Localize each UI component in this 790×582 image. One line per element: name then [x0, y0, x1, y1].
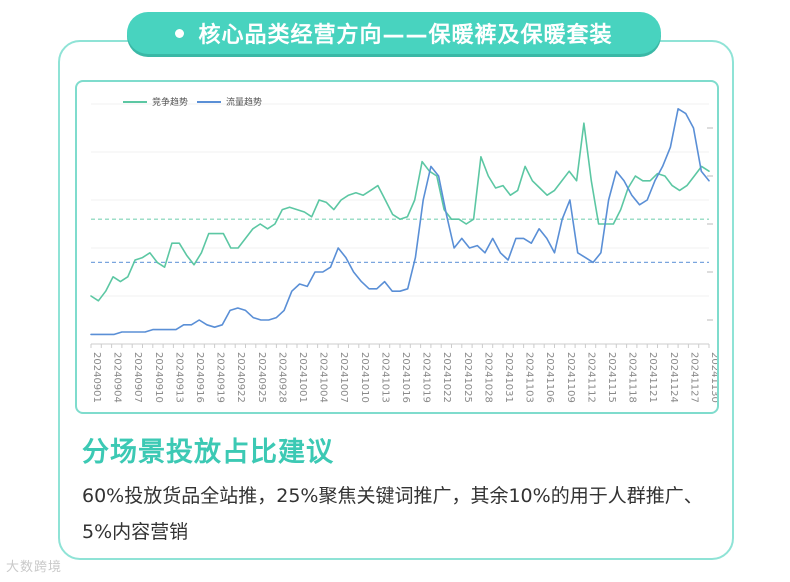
x-tick-label: 20241103 [524, 352, 535, 403]
x-tick-label: 20240907 [132, 352, 143, 403]
x-tick-label: 20241115 [606, 352, 617, 403]
section-body-text: 60%投放货品全站推，25%聚焦关键词推广，其余10%的用于人群推广、5%内容营… [82, 485, 703, 543]
x-tick-label: 20241007 [338, 352, 349, 403]
x-tick-label: 20240913 [173, 352, 184, 403]
x-tick-label: 20240919 [215, 352, 226, 403]
x-tick-label: 20240922 [235, 352, 246, 403]
series-line-competition [90, 122, 710, 302]
x-tick-label: 20240916 [194, 352, 205, 403]
x-tick-label: 20241124 [668, 352, 679, 403]
x-tick-label: 20241031 [503, 352, 514, 403]
x-tick-label: 20241010 [359, 352, 370, 403]
series-line-traffic [90, 107, 710, 336]
x-tick-label: 20240901 [91, 352, 102, 403]
x-tick-label: 20241028 [482, 352, 493, 403]
x-tick-label: 20241013 [379, 352, 390, 403]
legend-label-traffic: 流量趋势 [226, 96, 262, 108]
x-tick-label: 20241127 [688, 352, 699, 403]
page-title-text: 核心品类经营方向——保暖裤及保暖套装 [198, 23, 613, 48]
chart-frame: 20240901 20240904 20240907 20240910 20240913… [75, 80, 719, 414]
trend-line-chart: 20240901 20240904 20240907 20240910 20240913… [90, 96, 719, 403]
x-tick-label: 20240910 [153, 352, 164, 403]
x-tick-label: 20241109 [565, 352, 576, 403]
x-tick-label: 20241025 [462, 352, 473, 403]
section-title: 分场景投放占比建议 [82, 437, 334, 468]
watermark-text: 大数跨境 [6, 560, 63, 575]
legend-label-competition: 竞争趋势 [152, 96, 188, 108]
x-tick-label: 20240928 [276, 352, 287, 403]
x-tick-label: 20241130 [709, 352, 719, 403]
page-title: 核心品类经营方向——保暖裤及保暖套装 [127, 12, 661, 54]
x-tick-label: 20240925 [256, 352, 267, 403]
x-tick-label: 20241001 [297, 352, 308, 403]
x-tick-label: 20240904 [112, 352, 123, 403]
x-tick-label: 20241106 [544, 352, 555, 403]
bullet-dot-icon [175, 28, 185, 38]
x-tick-label: 20241019 [421, 352, 432, 403]
x-tick-label: 20241016 [400, 352, 411, 403]
x-tick-label: 20241112 [585, 352, 596, 403]
x-tick-label: 20241004 [318, 352, 329, 403]
x-tick-label: 20241118 [627, 352, 638, 403]
x-tick-label: 20241121 [647, 352, 658, 403]
x-tick-label: 20241022 [441, 352, 452, 403]
